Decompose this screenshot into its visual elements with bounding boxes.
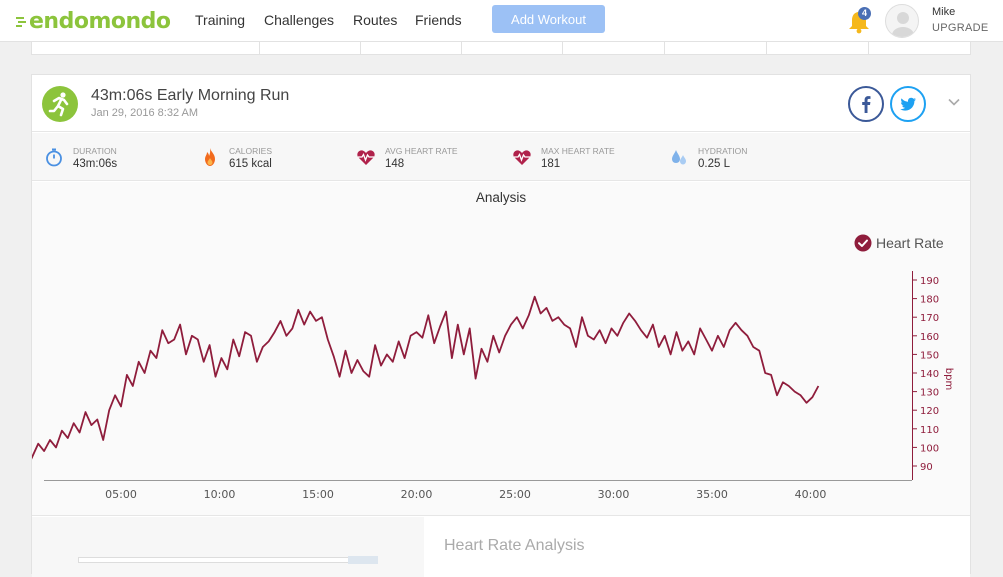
speed-lines-icon: [16, 17, 26, 27]
upgrade-link[interactable]: UPGRADE: [932, 22, 989, 34]
x-tick-label: 20:00: [401, 488, 433, 501]
flame-icon: [205, 148, 215, 166]
heart-pulse-icon: [357, 150, 375, 165]
y-tick-label: 100: [920, 443, 939, 454]
y-tick-label: 160: [920, 332, 939, 343]
heart-pulse-icon: [513, 150, 531, 165]
runner-icon: [42, 86, 78, 122]
divider: [259, 42, 260, 54]
ad-close-icon[interactable]: [348, 556, 378, 564]
stat-value: 0.25 L: [698, 158, 730, 170]
stat-label: HYDRATION: [698, 146, 748, 156]
user-name[interactable]: Mike: [932, 6, 956, 18]
divider: [360, 42, 361, 54]
facebook-icon: [862, 96, 871, 113]
facebook-share-button[interactable]: [848, 86, 884, 122]
y-tick-label: 110: [920, 425, 939, 436]
stat-label: AVG HEART RATE: [385, 146, 458, 156]
heart-rate-analysis-title: Heart Rate Analysis: [444, 537, 585, 554]
y-axis: 90 100 110 120 130 140 150 160 170 180 190 bpm: [912, 271, 954, 480]
divider: [562, 42, 563, 54]
chevron-down-icon[interactable]: [947, 95, 961, 109]
x-tick-label: 25:00: [499, 488, 531, 501]
x-tick-label: 10:00: [204, 488, 236, 501]
heart-rate-series-line: [32, 295, 820, 460]
user-silhouette-icon: [892, 12, 914, 37]
x-tick-label: 35:00: [696, 488, 728, 501]
add-workout-button[interactable]: Add Workout: [492, 5, 605, 33]
nav-link-training[interactable]: Training: [195, 12, 246, 28]
x-tick-label: 40:00: [795, 488, 827, 501]
stat-label: MAX HEART RATE: [541, 146, 615, 156]
workout-date: Jan 29, 2016 8:32 AM: [91, 107, 199, 119]
logo-text: endomondo: [29, 8, 171, 34]
x-tick-label: 15:00: [302, 488, 334, 501]
x-axis: 05:00 10:00 15:00 20:00 25:00 30:00 35:00 40:00: [44, 480, 912, 501]
legend-heart-rate[interactable]: Heart Rate: [854, 234, 944, 252]
workout-header: 43m:06s Early Morning Run Jan 29, 2016 8…: [32, 75, 970, 132]
workout-title: 43m:06s Early Morning Run: [91, 87, 290, 104]
divider: [868, 42, 869, 54]
y-axis-title: bpm: [943, 368, 954, 390]
x-tick-label: 05:00: [105, 488, 137, 501]
twitter-share-button[interactable]: [890, 86, 926, 122]
avatar[interactable]: [885, 4, 919, 38]
stat-value: 148: [385, 158, 405, 170]
workout-stats-bar: DURATION 43m:06s CALORIES 615 kcal AVG H…: [32, 133, 970, 181]
heart-rate-analysis-section: Heart Rate Analysis: [32, 517, 970, 577]
divider: [461, 42, 462, 54]
stat-value: 43m:06s: [73, 158, 118, 170]
stat-label: DURATION: [73, 146, 117, 156]
stat-label: CALORIES: [229, 146, 272, 156]
nav-link-routes[interactable]: Routes: [353, 12, 398, 28]
water-drops-icon: [672, 150, 686, 165]
y-tick-label: 130: [920, 388, 939, 399]
y-tick-label: 150: [920, 350, 939, 361]
y-tick-label: 90: [920, 462, 933, 473]
y-tick-label: 190: [920, 276, 939, 287]
endomondo-logo[interactable]: endomondo: [16, 8, 171, 34]
checkmark-icon: [854, 234, 872, 252]
previous-card-bottom: [31, 42, 971, 55]
stopwatch-icon: [46, 148, 62, 167]
notification-count-badge: 4: [858, 7, 871, 20]
y-tick-label: 170: [920, 313, 939, 324]
divider: [766, 42, 767, 54]
nav-link-friends[interactable]: Friends: [415, 12, 462, 28]
ad-banner[interactable]: [78, 557, 378, 563]
y-tick-label: 180: [920, 295, 939, 306]
legend-label: Heart Rate: [876, 235, 944, 251]
x-tick-label: 30:00: [598, 488, 630, 501]
twitter-icon: [900, 97, 916, 111]
stat-value: 615 kcal: [229, 158, 272, 170]
heart-rate-line-chart[interactable]: 05:00 10:00 15:00 20:00 25:00 30:00 35:00 40:00…: [32, 182, 970, 516]
y-tick-label: 120: [920, 406, 939, 417]
nav-link-challenges[interactable]: Challenges: [264, 12, 335, 28]
stat-value: 181: [541, 158, 561, 170]
chart-title: Analysis: [475, 190, 527, 205]
y-tick-label: 140: [920, 369, 939, 380]
analysis-chart-panel: Analysis Heart Rate 05:00 10:00 15:00 20:00…: [32, 182, 970, 516]
top-navigation-bar: endomondo Training Challenges Routes Fri…: [0, 0, 1003, 42]
divider: [664, 42, 665, 54]
workout-card: 43m:06s Early Morning Run Jan 29, 2016 8…: [31, 74, 971, 577]
